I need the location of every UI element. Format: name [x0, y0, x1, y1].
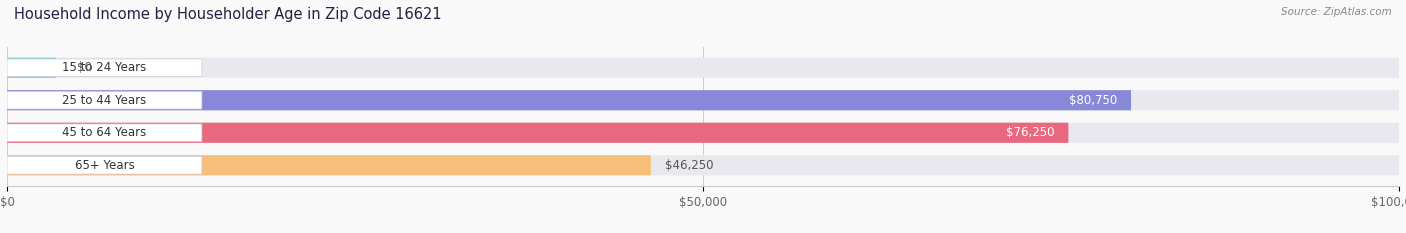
Text: $80,750: $80,750 — [1069, 94, 1118, 107]
FancyBboxPatch shape — [7, 155, 1399, 175]
FancyBboxPatch shape — [7, 58, 56, 78]
Text: $46,250: $46,250 — [665, 159, 713, 172]
Text: $0: $0 — [77, 61, 91, 74]
FancyBboxPatch shape — [7, 157, 202, 174]
FancyBboxPatch shape — [7, 123, 1399, 143]
FancyBboxPatch shape — [7, 90, 1399, 110]
Text: 15 to 24 Years: 15 to 24 Years — [62, 61, 146, 74]
FancyBboxPatch shape — [7, 58, 1399, 78]
Text: 25 to 44 Years: 25 to 44 Years — [62, 94, 146, 107]
FancyBboxPatch shape — [7, 155, 651, 175]
FancyBboxPatch shape — [7, 92, 202, 109]
FancyBboxPatch shape — [7, 123, 1069, 143]
FancyBboxPatch shape — [7, 124, 202, 141]
Text: Household Income by Householder Age in Zip Code 16621: Household Income by Householder Age in Z… — [14, 7, 441, 22]
Text: Source: ZipAtlas.com: Source: ZipAtlas.com — [1281, 7, 1392, 17]
Text: 45 to 64 Years: 45 to 64 Years — [62, 126, 146, 139]
FancyBboxPatch shape — [7, 90, 1130, 110]
Text: 65+ Years: 65+ Years — [75, 159, 135, 172]
FancyBboxPatch shape — [7, 59, 202, 76]
Text: $76,250: $76,250 — [1005, 126, 1054, 139]
